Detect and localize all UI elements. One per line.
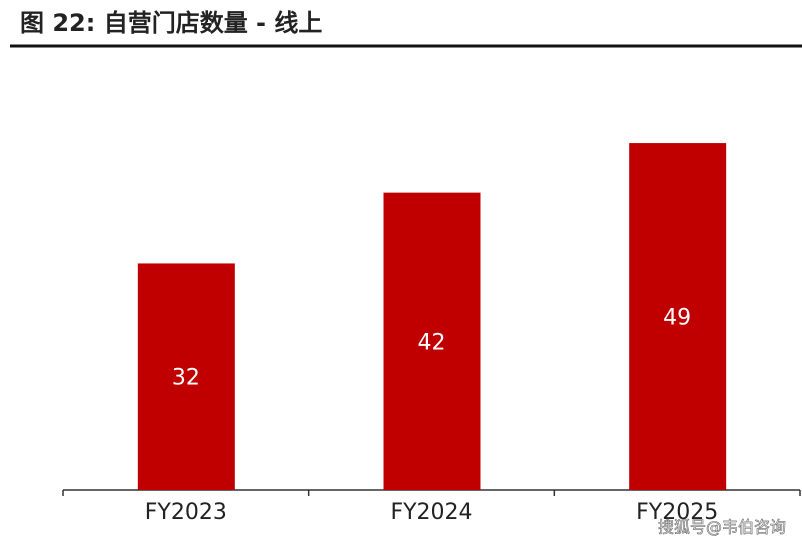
x-tick-label: FY2023 [145, 500, 227, 525]
bar [383, 192, 481, 490]
chart-title: 图 22: 自营门店数量 - 线上 [20, 9, 322, 37]
bar [629, 143, 727, 490]
data-label: 42 [418, 330, 446, 355]
watermark: 搜狐号@韦伯咨询 [658, 518, 786, 537]
bar [137, 263, 235, 490]
data-label: 49 [663, 306, 691, 331]
x-tick-label: FY2024 [390, 500, 472, 525]
data-label: 32 [172, 366, 200, 391]
x-tick-label: FY2025 [636, 500, 718, 525]
